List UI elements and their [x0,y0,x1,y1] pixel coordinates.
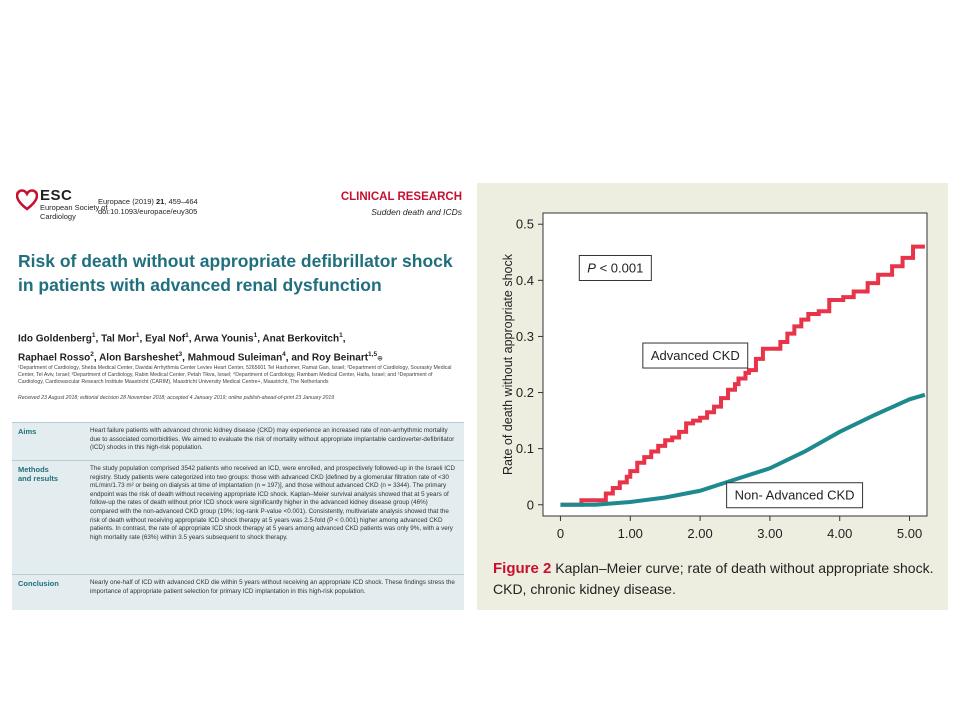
journal-volume: 21 [155,197,165,206]
x-tick-label: 4.00 [827,526,852,541]
advanced-ckd-label [642,342,749,369]
article-page: ESC European Society of Cardiology Europ… [12,183,464,610]
y-tick-label: 0.3 [516,329,534,344]
affiliations: ¹Department of Cardiology, Sheba Medical… [18,365,452,385]
esc-logo-subtitle: European Society of Cardiology [40,203,108,221]
abstract-methods-label-line2: and results [18,474,59,483]
received-dates: Received 23 August 2018; editorial decis… [18,395,335,401]
x-tick-label: 2.00 [687,526,712,541]
orcid-icon: ⊕ [377,355,383,363]
author-affiliation-mark: 4 [282,351,286,359]
y-axis-label: Rate of death without appropriate shock [501,253,515,475]
abstract-methods-row: Methods and results The study population… [12,460,464,575]
journal-info: Europace (2019) 21, 459–464 doi:10.1093/… [98,197,198,217]
y-tick-label: 0.2 [516,385,534,400]
x-tick-label: 3.00 [757,526,782,541]
author-affiliation-mark: 1 [253,332,258,339]
author-list: Ido Goldenberg1, Tal Mor1, Eyal Nof1, Ar… [18,332,383,364]
subsection-label: Sudden death and ICDs [371,207,462,217]
abstract-conclusion-label: Conclusion [18,579,59,588]
author-affiliation-mark: 1 [135,332,140,339]
figure-caption: Figure 2 Kaplan–Meier curve; rate of dea… [493,558,941,599]
author-affiliation-mark: 1 [91,332,96,339]
series-line-advanced-ckd [560,244,925,507]
abstract-aims-text: Heart failure patients with advanced chr… [90,427,455,452]
author-name: Alon Barsheshet [99,352,179,364]
section-label: CLINICAL RESEARCH [340,191,462,203]
x-tick-label: 0 [557,526,564,541]
journal-doi[interactable]: doi:10.1093/europace/euy305 [98,207,198,216]
author-name: Eyal Nof [145,333,186,345]
abstract-aims-row: Aims Heart failure patients with advance… [12,422,464,461]
author-name: and Roy Beinart [291,352,369,364]
author-name: Arwa Younis [193,333,254,345]
abstract-methods-label-line1: Methods [18,465,49,474]
author-affiliation-mark: 1,5 [368,351,378,359]
author-affiliation-mark: 1 [185,332,189,339]
p-value-annotation-text: P < 0.001 [587,260,643,275]
journal-pages: , 459–464 [164,197,198,206]
esc-logo-name: ESC [40,187,73,204]
y-tick-label: 0.4 [516,273,534,288]
x-tick-label: 1.00 [618,526,643,541]
non-advanced-ckd-label [726,482,864,509]
abstract-conclusion-text: Nearly one-half of ICD with advanced CKD… [90,579,455,595]
abstract-box: Aims Heart failure patients with advance… [12,422,464,610]
y-tick-label: 0 [527,497,534,512]
journal-name: Europace (2019) [98,197,156,206]
x-tick-label: 5.00 [897,526,922,541]
article-title: Risk of death without appropriate defibr… [18,251,453,295]
author-affiliation-mark: 2 [90,351,94,359]
advanced-ckd-label-text: Advanced CKD [651,348,740,363]
author-name: Tal Mor [101,333,136,345]
author-affiliation-mark: 1 [339,332,343,339]
author-name: Mahmoud Suleiman [187,352,283,364]
abstract-methods-label: Methods and results [18,465,78,483]
figure-panel: 0 0.1 0.2 0.3 0.4 0.5 0 1.00 2.00 3.00 4.00 5.00 Rat… [477,183,948,610]
heart-icon [16,189,38,211]
author-name: Ido Goldenberg [18,333,92,345]
figure-caption-text: Kaplan–Meier curve; rate of death withou… [493,560,934,597]
author-name: Anat Berkovitch [262,333,340,345]
esc-logo: ESC European Society of Cardiology [16,187,108,233]
p-value-annotation [578,254,652,281]
abstract-aims-label: Aims [18,427,37,436]
y-tick-label: 0.5 [516,217,534,232]
figure-label: Figure 2 [493,560,552,577]
kaplan-meier-chart: 0 0.1 0.2 0.3 0.4 0.5 0 1.00 2.00 3.00 4.00 5.00 Rat… [477,183,948,553]
author-affiliation-mark: 3 [178,351,183,359]
non-advanced-ckd-label-text: Non- Advanced CKD [735,488,855,503]
y-tick-label: 0.1 [516,441,534,456]
author-name: Raphael Rosso [18,352,91,364]
series-line-non-advanced-ckd [560,392,926,507]
abstract-methods-text: The study population comprised 3542 pati… [90,465,456,541]
abstract-conclusion-row: Conclusion Nearly one-half of ICD with a… [12,574,464,611]
